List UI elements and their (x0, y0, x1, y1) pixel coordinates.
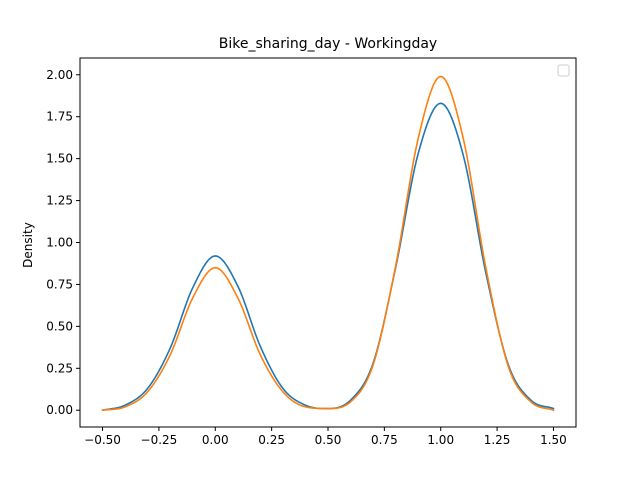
series-line-1 (101, 102, 555, 412)
series-lines (101, 75, 555, 412)
plot-frame (79, 57, 577, 428)
x-tick-label: 0.75 (371, 433, 398, 447)
x-tick-label: −0.25 (141, 433, 178, 447)
chart-title: Bike_sharing_day - Workingday (219, 36, 437, 52)
x-tick-label: 0.25 (258, 433, 285, 447)
y-tick-label: 1.25 (46, 194, 73, 208)
y-tick-label: 2.00 (46, 68, 73, 82)
y-tick-label: 0.75 (46, 277, 73, 291)
y-tick-label: 0.50 (46, 319, 73, 333)
x-tick-label: 1.25 (484, 433, 511, 447)
x-tick-label: 0.00 (202, 433, 229, 447)
y-tick-label: 0.25 (46, 361, 73, 375)
x-tick-label: 1.50 (540, 433, 567, 447)
y-tick-label: 1.00 (46, 236, 73, 250)
series-line-2 (101, 75, 555, 412)
y-tick-label: 0.00 (46, 403, 73, 417)
y-tick-label: 1.50 (46, 152, 73, 166)
axis-ticks: −0.50 −0.25 0.00 0.25 0.50 0.75 1.00 1.25 1.50 0.… (46, 68, 567, 447)
legend-box (557, 64, 570, 77)
y-axis-label: Density (21, 222, 35, 268)
x-tick-label: 1.00 (427, 433, 454, 447)
x-tick-label: −0.50 (84, 433, 121, 447)
x-tick-label: 0.50 (315, 433, 342, 447)
y-tick-label: 1.75 (46, 110, 73, 124)
